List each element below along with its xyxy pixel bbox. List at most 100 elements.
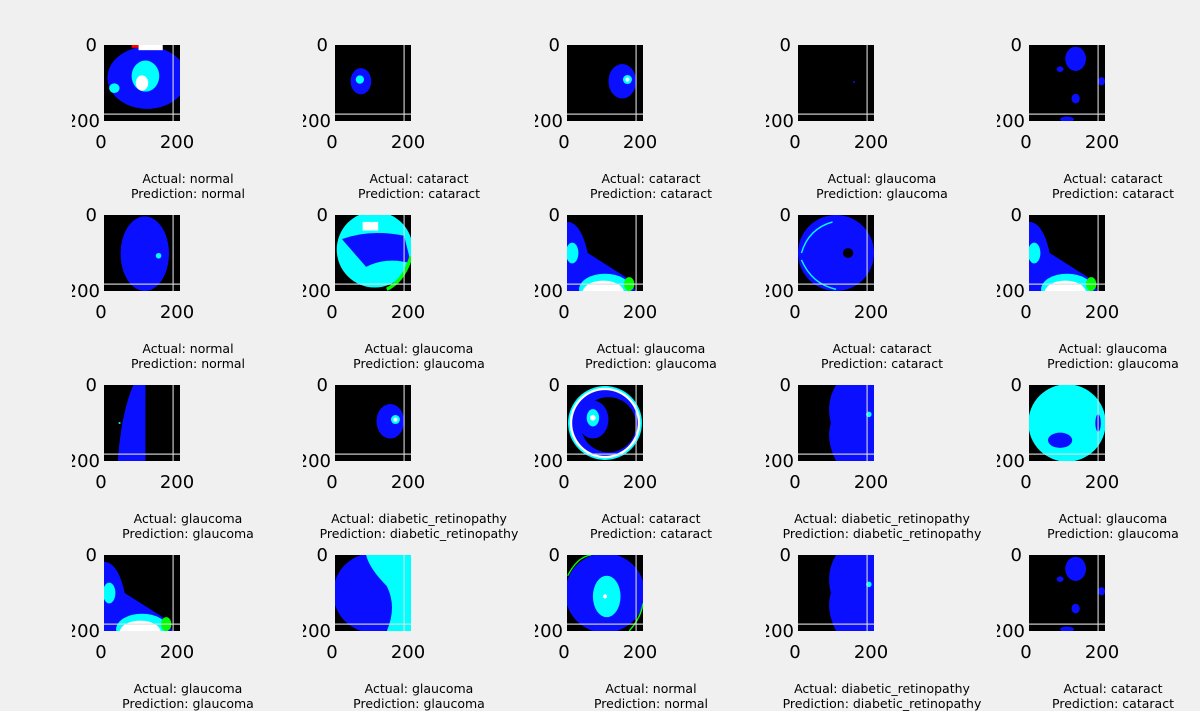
y-tick-label: 200	[303, 281, 331, 302]
panel-caption: Actual: diabetic_retinopathy Prediction: …	[766, 511, 998, 541]
actual-label: Actual: glaucoma	[1058, 511, 1168, 526]
dark-spot	[842, 248, 854, 258]
optic-disc-center	[590, 415, 596, 421]
y-tick-label: 200	[535, 281, 563, 302]
fundus-image	[1029, 555, 1105, 631]
actual-label: Actual: normal	[142, 171, 234, 186]
speck	[853, 81, 855, 83]
vessel	[800, 259, 837, 290]
actual-label: Actual: glaucoma	[364, 681, 474, 696]
bright-region	[104, 582, 116, 604]
glare	[119, 620, 161, 631]
spot	[1098, 587, 1105, 596]
panel-plot: 02000200	[766, 35, 888, 153]
panel-caption: Actual: glaucoma Prediction: glaucoma	[997, 341, 1200, 371]
spot	[1060, 626, 1074, 631]
x-tick-label: 200	[623, 642, 657, 663]
y-tick-label: 0	[1011, 35, 1022, 56]
panel-caption: Actual: glaucoma Prediction: glaucoma	[72, 681, 304, 711]
x-tick-label: 200	[160, 132, 194, 153]
spot	[1071, 93, 1080, 104]
y-tick-label: 200	[766, 451, 794, 472]
dark-region	[1048, 432, 1073, 448]
y-tick-label: 0	[86, 545, 97, 566]
y-tick-label: 200	[535, 451, 563, 472]
fundus-region	[120, 216, 169, 291]
x-tick-label: 200	[160, 302, 194, 323]
y-tick-label: 200	[72, 281, 100, 302]
x-tick-label: 0	[1020, 132, 1031, 153]
fundus-region	[1065, 556, 1086, 581]
bright-region	[1029, 242, 1041, 264]
x-tick-label: 200	[623, 132, 657, 153]
spot	[109, 83, 120, 94]
fundus-image	[104, 215, 180, 291]
panel-plot: 02000200	[766, 205, 888, 323]
y-tick-label: 0	[86, 375, 97, 396]
panel-caption: Actual: glaucoma Prediction: glaucoma	[72, 511, 304, 541]
prediction-label: Prediction: glaucoma	[122, 526, 254, 541]
y-tick-label: 200	[997, 451, 1025, 472]
y-tick-label: 200	[997, 111, 1025, 132]
x-tick-label: 200	[623, 302, 657, 323]
actual-label: Actual: normal	[605, 681, 697, 696]
spot	[118, 421, 121, 425]
panel-plot: 02000200	[997, 205, 1119, 323]
x-tick-label: 200	[854, 642, 888, 663]
y-tick-label: 0	[1011, 205, 1022, 226]
panel-plot: 02000200	[535, 35, 657, 153]
panel-plot: 02000200	[997, 375, 1119, 493]
panel-plot: 02000200	[535, 205, 657, 323]
panel-plot: 02000200	[72, 205, 194, 323]
y-tick-label: 200	[997, 281, 1025, 302]
fundus-region	[829, 555, 874, 631]
spot	[1060, 116, 1074, 121]
spot	[1071, 603, 1080, 614]
y-tick-label: 0	[86, 35, 97, 56]
x-tick-label: 0	[558, 132, 569, 153]
prediction-label: Prediction: cataract	[590, 186, 712, 201]
panel-caption: Actual: glaucoma Prediction: glaucoma	[535, 341, 767, 371]
y-tick-label: 0	[780, 35, 791, 56]
panel-plot: 02000200	[303, 375, 425, 493]
prediction-label: Prediction: cataract	[821, 356, 943, 371]
x-tick-label: 0	[789, 302, 800, 323]
y-tick-label: 0	[317, 375, 328, 396]
y-tick-label: 0	[549, 205, 560, 226]
panel-plot: 02000200	[72, 35, 194, 153]
x-tick-label: 0	[95, 472, 106, 493]
y-tick-label: 200	[535, 111, 563, 132]
panel-caption: Actual: glaucoma Prediction: glaucoma	[766, 171, 998, 201]
spot	[1098, 77, 1105, 86]
y-tick-label: 200	[303, 621, 331, 642]
x-tick-label: 0	[558, 642, 569, 663]
prediction-label: Prediction: glaucoma	[816, 186, 948, 201]
actual-label: Actual: glaucoma	[364, 341, 474, 356]
actual-label: Actual: glaucoma	[596, 341, 706, 356]
x-tick-label: 200	[1085, 472, 1119, 493]
panel-caption: Actual: diabetic_retinopathy Prediction: …	[303, 511, 535, 541]
y-tick-label: 0	[317, 545, 328, 566]
fundus-image	[567, 45, 643, 121]
x-tick-label: 0	[789, 132, 800, 153]
y-tick-label: 200	[766, 621, 794, 642]
image-panel: 02000200 Actual: diabetic_retinopathyPred…	[303, 370, 535, 541]
green-rim	[385, 255, 411, 291]
actual-label: Actual: normal	[142, 341, 234, 356]
fundus-image	[798, 215, 874, 291]
panel-caption: Actual: normal Prediction: normal	[72, 171, 304, 201]
fundus-image	[567, 215, 643, 291]
fundus-image	[335, 45, 411, 121]
prediction-label: Prediction: cataract	[1052, 696, 1174, 711]
actual-label: Actual: cataract	[1063, 681, 1163, 696]
spot	[1056, 576, 1064, 582]
